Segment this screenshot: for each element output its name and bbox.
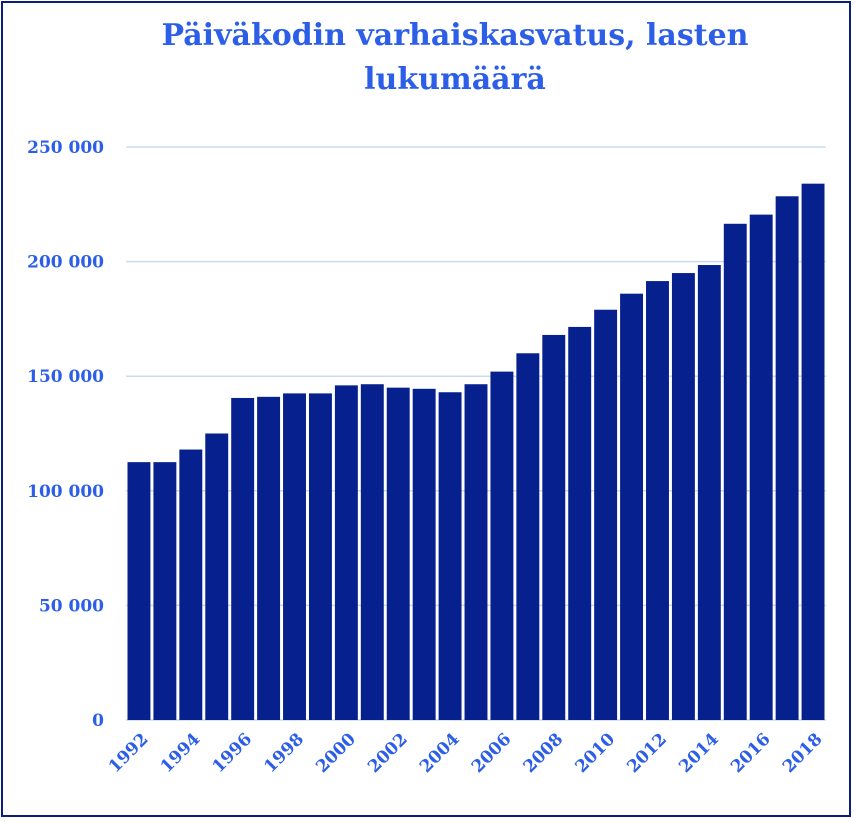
bar [308, 393, 332, 720]
bar [801, 183, 825, 720]
x-axis-labels: 1992 1994 1996 1998 2000 2002 2004 2006 2008 2010… [105, 729, 827, 777]
bar [723, 223, 747, 721]
x-tick-label: 2014 [675, 729, 723, 777]
x-tick-label: 2018 [779, 729, 827, 777]
bar [697, 265, 721, 720]
bar [179, 449, 203, 720]
x-tick-label: 2008 [520, 729, 568, 777]
x-tick-label: 1994 [157, 729, 205, 777]
bar [231, 397, 255, 720]
y-tick-label: 250 000 [27, 138, 104, 158]
bar [671, 273, 695, 720]
x-tick-label: 1992 [105, 729, 153, 777]
bar [360, 384, 384, 720]
x-tick-label: 2006 [468, 729, 516, 777]
x-tick-label: 1998 [260, 729, 308, 777]
bar [127, 462, 151, 720]
x-tick-label: 2010 [572, 729, 620, 777]
bar [775, 196, 799, 720]
y-tick-label: 100 000 [27, 482, 104, 502]
bar [620, 293, 644, 720]
bar [749, 214, 773, 720]
x-tick-label: 2012 [623, 729, 671, 777]
bar [283, 393, 306, 720]
y-axis-labels: 0 50 000 100 000 150 000 200 000 250 000 [27, 138, 104, 731]
y-tick-label: 0 [92, 711, 104, 731]
bar [542, 334, 566, 720]
x-tick-label: 1996 [209, 729, 257, 777]
bar [516, 353, 540, 720]
y-tick-label: 200 000 [27, 253, 104, 273]
bar [646, 281, 669, 720]
y-tick-label: 150 000 [27, 367, 104, 387]
bars [127, 183, 825, 721]
bar [205, 433, 229, 720]
bar [153, 462, 177, 720]
chart-title: Päiväkodin varhaiskasvatus, lasten lukum… [161, 18, 749, 97]
x-tick-label: 2016 [727, 729, 775, 777]
bar [568, 326, 592, 720]
y-tick-label: 50 000 [39, 596, 104, 616]
x-tick-label: 2002 [364, 729, 412, 777]
bar [412, 388, 436, 720]
bar [490, 371, 514, 720]
bar [464, 384, 488, 720]
x-tick-label: 2000 [312, 729, 360, 777]
bar [257, 396, 281, 720]
bar [386, 387, 410, 720]
bar [334, 385, 358, 720]
bar [438, 392, 462, 720]
bar [594, 309, 618, 720]
x-tick-label: 2004 [416, 729, 464, 777]
